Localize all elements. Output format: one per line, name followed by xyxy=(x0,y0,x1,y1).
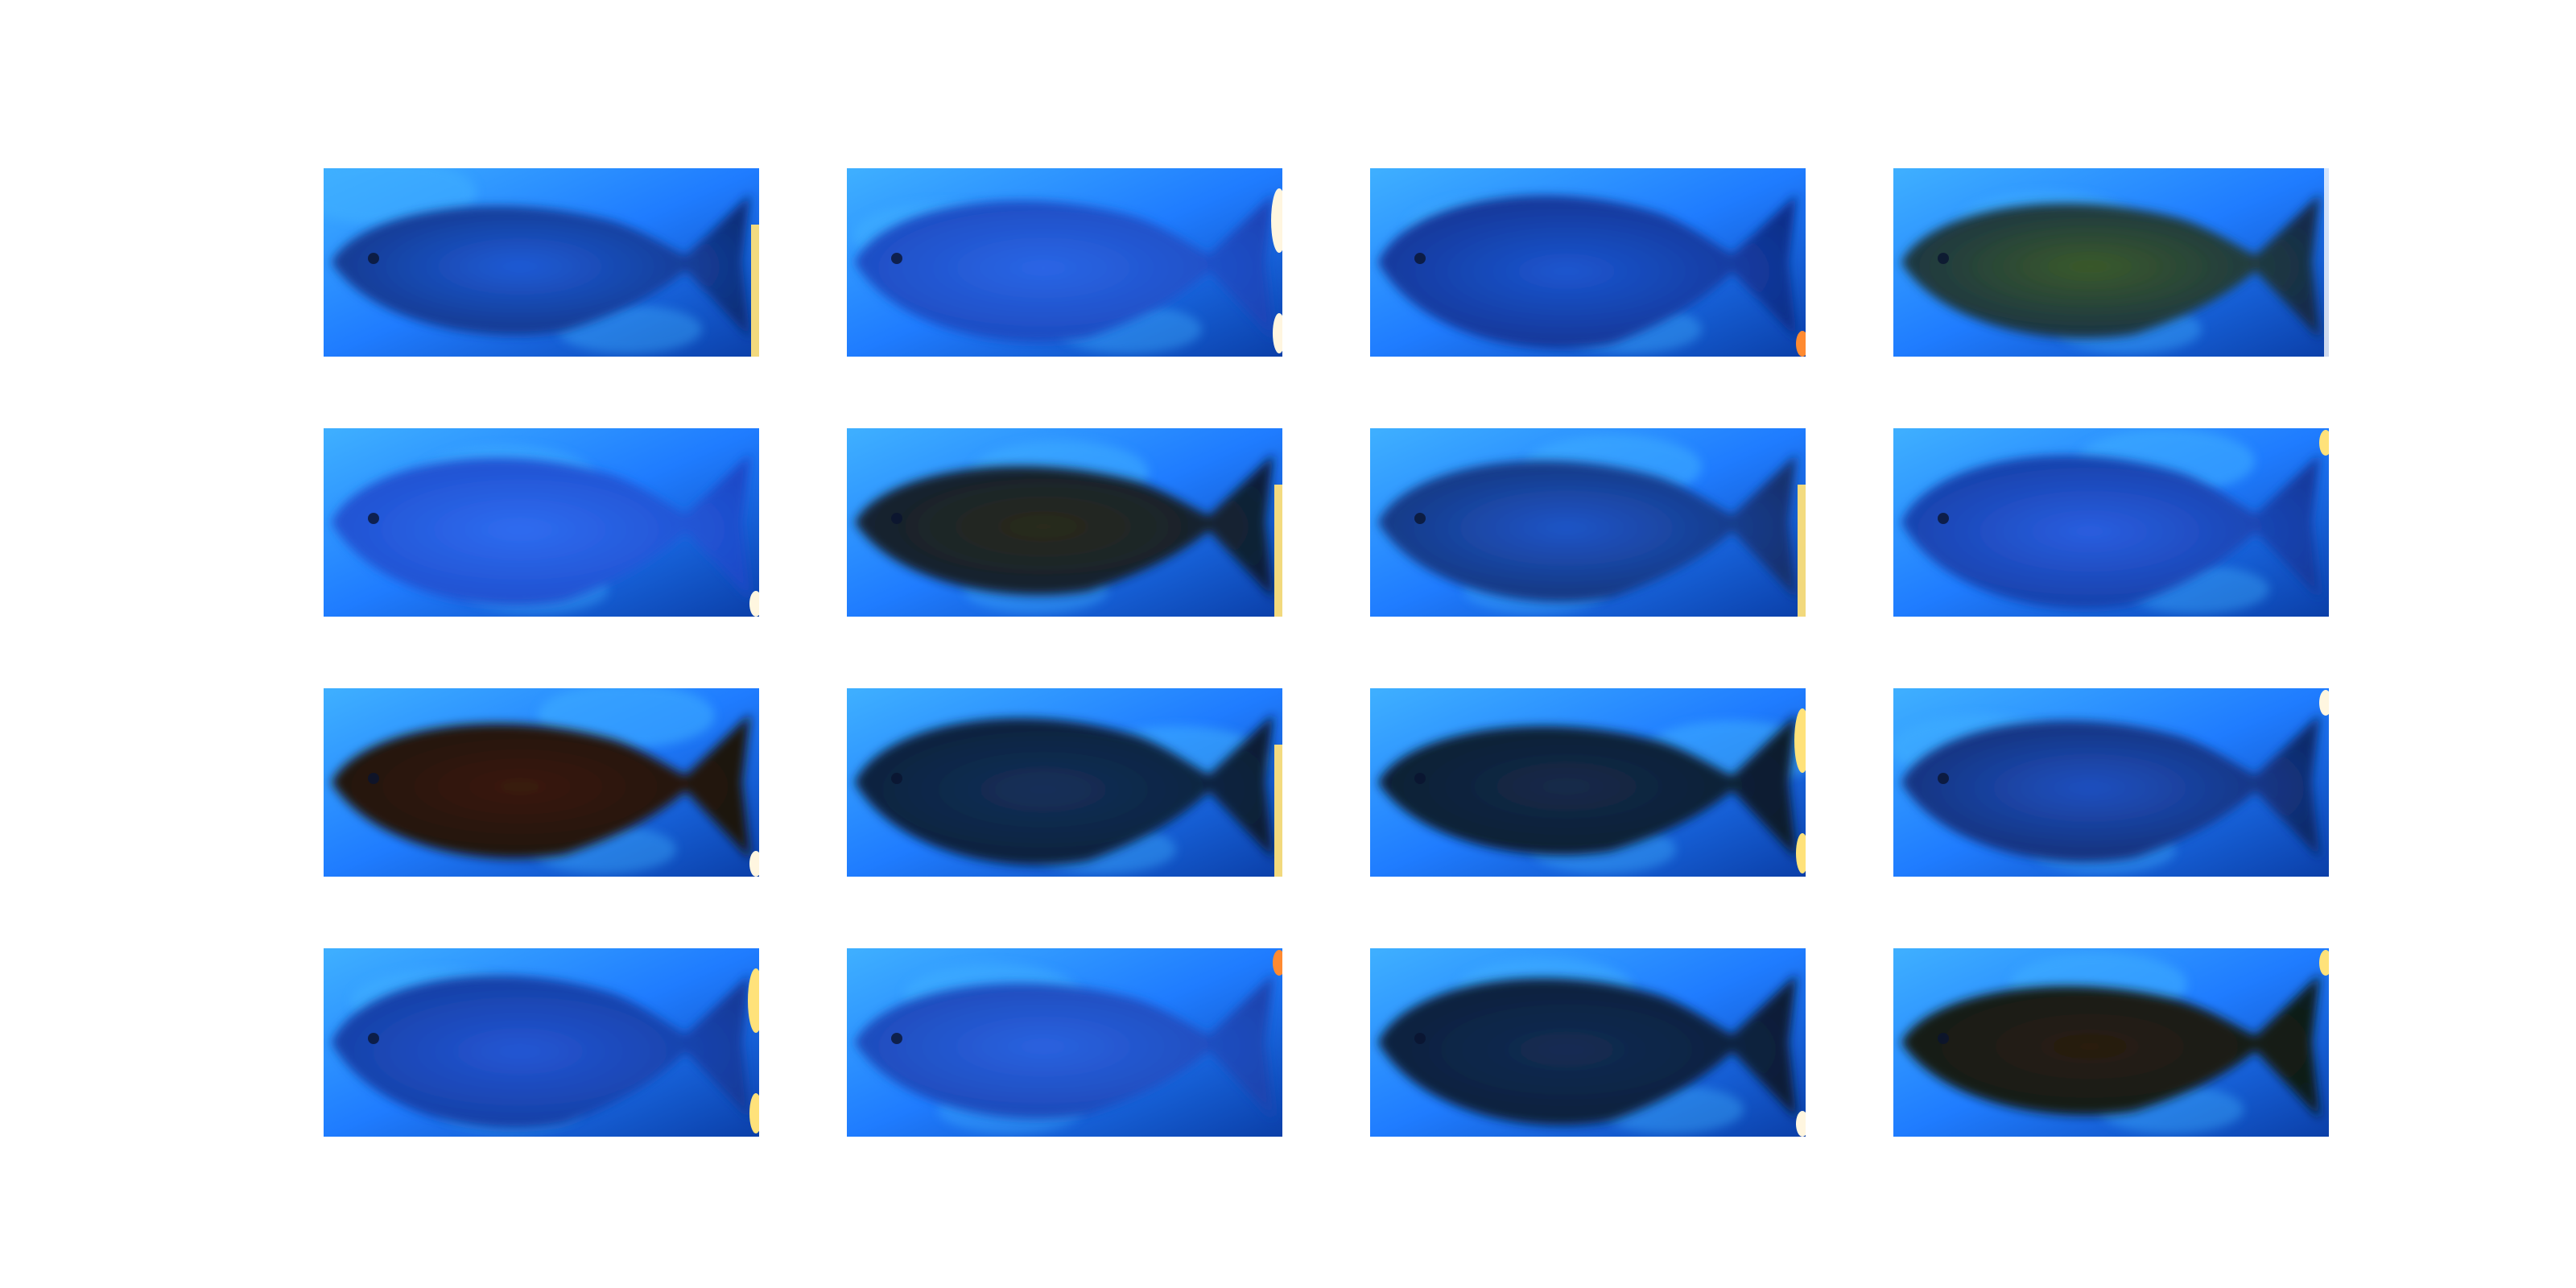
fish-image xyxy=(1893,688,2329,877)
fish-silhouette xyxy=(332,714,750,859)
fish-image xyxy=(847,168,1282,357)
fish-silhouette xyxy=(1901,454,2320,609)
fish-image xyxy=(324,688,759,877)
fish-silhouette xyxy=(855,454,1274,599)
fish-silhouette xyxy=(1378,194,1797,349)
fish-image-tile xyxy=(847,428,1282,617)
fish-image xyxy=(1893,948,2329,1137)
fish-silhouette xyxy=(1901,194,2320,339)
fish-image xyxy=(1370,168,1806,357)
fish-image-tile xyxy=(1893,428,2329,617)
fish-image xyxy=(847,428,1282,617)
fish-silhouette xyxy=(1901,974,2320,1119)
fish-image-tile xyxy=(1893,948,2329,1137)
fish-silhouette xyxy=(1901,714,2320,862)
fish-silhouette xyxy=(1378,454,1797,602)
fish-image-tile xyxy=(1370,948,1806,1137)
fish-image-tile xyxy=(1893,688,2329,877)
fish-image xyxy=(1893,168,2329,357)
fish-image-tile xyxy=(1893,168,2329,357)
fish-image-tile xyxy=(324,688,759,877)
fish-image-tile xyxy=(847,168,1282,357)
fish-image xyxy=(324,168,759,357)
fish-image-tile xyxy=(324,948,759,1137)
fish-image xyxy=(324,948,759,1137)
fish-image xyxy=(1370,688,1806,877)
fish-image-tile xyxy=(847,688,1282,877)
fish-image xyxy=(1370,428,1806,617)
fish-image-tile xyxy=(1370,428,1806,617)
fish-image xyxy=(847,948,1282,1137)
fish-image xyxy=(1370,948,1806,1137)
fish-silhouette xyxy=(855,974,1274,1119)
fish-silhouette xyxy=(1378,714,1797,859)
fish-image-tile xyxy=(1370,688,1806,877)
fish-image-tile xyxy=(847,948,1282,1137)
fish-silhouette xyxy=(332,974,750,1129)
fish-silhouette xyxy=(332,454,750,605)
fish-image xyxy=(324,428,759,617)
fish-image-tile xyxy=(324,168,759,357)
fish-image xyxy=(847,688,1282,877)
fish-silhouette xyxy=(855,714,1274,865)
fish-silhouette xyxy=(1378,974,1797,1125)
fish-silhouette xyxy=(332,194,750,339)
fish-image-tile xyxy=(1370,168,1806,357)
fish-silhouette xyxy=(855,194,1274,342)
fish-image xyxy=(1893,428,2329,617)
fish-image-tile xyxy=(324,428,759,617)
